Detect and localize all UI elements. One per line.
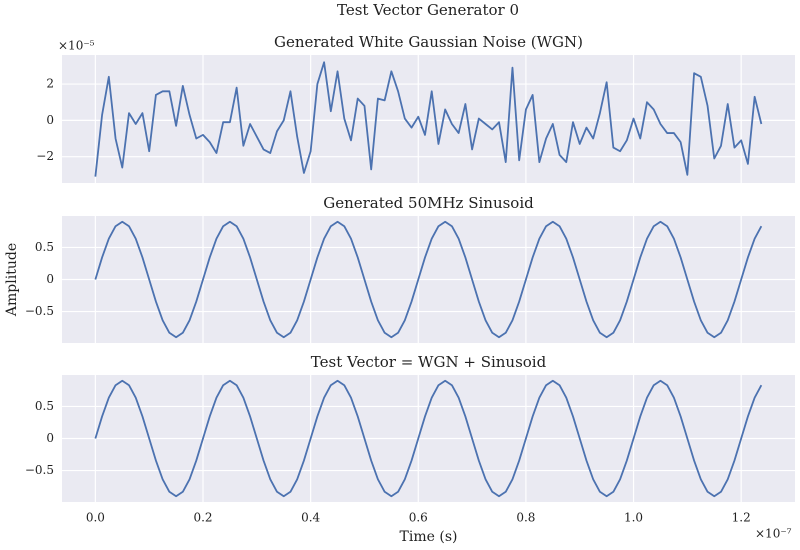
x-offset-label: ×10⁻⁷	[755, 527, 792, 541]
y-tick-label: −0.5	[25, 463, 54, 477]
x-tick-label: 0.2	[193, 511, 212, 525]
x-axis-label: Time (s)	[400, 529, 458, 545]
y-tick-label: 0	[46, 113, 54, 127]
x-tick-label: 1.0	[624, 511, 643, 525]
y-tick-label: 0.5	[35, 399, 54, 413]
y-axis-label: Amplitude	[4, 243, 20, 317]
subplot-title: Generated White Gaussian Noise (WGN)	[274, 33, 583, 51]
y-tick-label: −2	[36, 149, 54, 163]
y-offset-label: ×10⁻⁵	[58, 39, 95, 53]
subplot-title: Generated 50MHz Sinusoid	[323, 194, 534, 212]
y-tick-label: 0	[46, 431, 54, 445]
x-tick-label: 0.4	[301, 511, 320, 525]
subplot-title: Test Vector = WGN + Sinusoid	[311, 353, 547, 371]
x-tick-label: 0.6	[409, 511, 428, 525]
figure-title: Test Vector Generator 0	[337, 1, 519, 19]
x-tick-label: 0.0	[86, 511, 105, 525]
signal-line	[94, 220, 763, 339]
plot-area	[62, 55, 795, 183]
y-tick-label: 0.5	[35, 240, 54, 254]
y-tick-label: −0.5	[25, 304, 54, 318]
signal-line	[94, 61, 763, 177]
x-tick-label: 1.2	[732, 511, 751, 525]
signal-line	[94, 379, 763, 498]
y-tick-label: 2	[46, 77, 54, 91]
y-tick-label: 0	[46, 272, 54, 286]
x-tick-label: 0.8	[516, 511, 535, 525]
